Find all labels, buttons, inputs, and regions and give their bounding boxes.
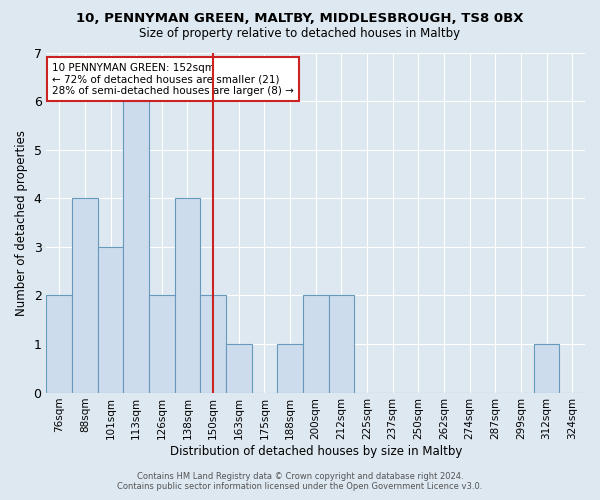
Bar bbox=[124, 101, 149, 392]
Y-axis label: Number of detached properties: Number of detached properties bbox=[15, 130, 28, 316]
Bar bbox=[72, 198, 98, 392]
Bar bbox=[226, 344, 251, 393]
Text: Contains HM Land Registry data © Crown copyright and database right 2024.
Contai: Contains HM Land Registry data © Crown c… bbox=[118, 472, 482, 491]
Bar bbox=[277, 344, 303, 393]
Text: 10 PENNYMAN GREEN: 152sqm
← 72% of detached houses are smaller (21)
28% of semi-: 10 PENNYMAN GREEN: 152sqm ← 72% of detac… bbox=[52, 62, 293, 96]
Text: Size of property relative to detached houses in Maltby: Size of property relative to detached ho… bbox=[139, 28, 461, 40]
Bar bbox=[329, 296, 354, 392]
Text: 10, PENNYMAN GREEN, MALTBY, MIDDLESBROUGH, TS8 0BX: 10, PENNYMAN GREEN, MALTBY, MIDDLESBROUG… bbox=[76, 12, 524, 26]
Bar bbox=[98, 247, 124, 392]
Bar bbox=[175, 198, 200, 392]
Bar bbox=[149, 296, 175, 392]
X-axis label: Distribution of detached houses by size in Maltby: Distribution of detached houses by size … bbox=[170, 444, 462, 458]
Bar bbox=[200, 296, 226, 392]
Bar bbox=[303, 296, 329, 392]
Bar bbox=[534, 344, 559, 393]
Bar bbox=[46, 296, 72, 392]
